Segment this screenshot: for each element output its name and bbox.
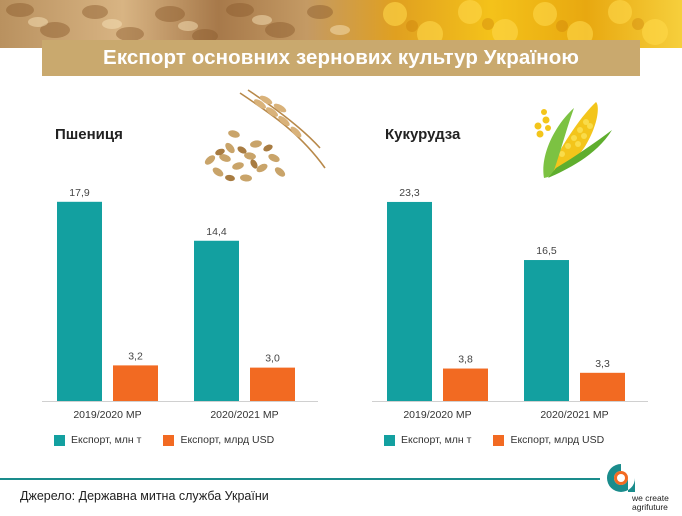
corn-chart: 23,3 3,8 2019/2020 МР 16,5 3,3 2020/2021 МР <box>372 160 648 430</box>
source-note: Джерело: Державна митна служба України <box>20 489 269 503</box>
logo-text: we create agrifuture <box>632 494 669 512</box>
page-title: Експорт основних зернових культур Україн… <box>103 46 579 69</box>
corn-icon <box>534 102 612 178</box>
corn-chart-svg: 23,3 3,8 2019/2020 МР 16,5 3,3 2020/2021 МР <box>372 187 648 421</box>
category-label-0: 2019/2020 МР <box>73 409 141 421</box>
bar-volume-0 <box>387 201 432 401</box>
grain-texture-icon <box>6 0 668 47</box>
data-label-volume-1: 14,4 <box>206 226 227 238</box>
corn-panel-title: Кукурудза <box>385 126 461 143</box>
data-label-value-1: 3,0 <box>265 353 280 365</box>
footer-divider <box>0 478 600 480</box>
logo-text-line-1: we create <box>632 493 669 503</box>
legend-swatch-value <box>493 434 505 446</box>
bar-value-0 <box>443 368 488 401</box>
legend-swatch-value <box>163 434 175 446</box>
category-label-1: 2020/2021 МР <box>540 409 608 421</box>
bar-volume-0 <box>57 201 102 401</box>
bar-value-0 <box>113 365 158 401</box>
category-label-0: 2019/2020 МР <box>403 409 471 421</box>
data-label-volume-0: 23,3 <box>399 187 420 199</box>
bar-value-1 <box>580 372 625 401</box>
legend-item-volume: Експорт, млн т <box>384 434 471 446</box>
legend-label-volume: Експорт, млн т <box>71 434 142 446</box>
wheat-chart-svg: 17,9 3,2 2019/2020 МР 14,4 3,0 2020/2021 МР <box>42 187 318 421</box>
wheat-icon <box>204 89 326 182</box>
legend-item-value: Експорт, млрд USD <box>163 434 274 446</box>
bar-value-1 <box>250 367 295 401</box>
wheat-panel-title: Пшениця <box>55 126 123 143</box>
legend-swatch-volume <box>54 434 65 446</box>
legend-label-value: Експорт, млрд USD <box>510 434 605 446</box>
legend-swatch-volume <box>384 434 395 446</box>
bar-volume-1 <box>194 240 239 401</box>
data-label-value-0: 3,2 <box>128 350 143 362</box>
title-box: Експорт основних зернових культур Україн… <box>42 40 640 76</box>
bar-volume-1 <box>524 260 569 401</box>
legend-item-value: Експорт, млрд USD <box>493 434 604 446</box>
legend-label-value: Експорт, млрд USD <box>180 434 275 446</box>
data-label-value-1: 3,3 <box>595 358 610 370</box>
corn-legend: Експорт, млн т Експорт, млрд USD <box>384 434 626 446</box>
data-label-volume-1: 16,5 <box>536 245 557 257</box>
wheat-chart: 17,9 3,2 2019/2020 МР 14,4 3,0 2020/2021 МР <box>42 160 318 430</box>
data-label-value-0: 3,8 <box>458 354 473 366</box>
legend-item-volume: Експорт, млн т <box>54 434 141 446</box>
company-logo-icon <box>607 464 635 492</box>
legend-label-volume: Експорт, млн т <box>401 434 472 446</box>
logo-text-line-2: agrifuture <box>632 502 668 512</box>
data-label-volume-0: 17,9 <box>69 187 90 199</box>
wheat-legend: Експорт, млн т Експорт, млрд USD <box>54 434 296 446</box>
category-label-1: 2020/2021 МР <box>210 409 278 421</box>
